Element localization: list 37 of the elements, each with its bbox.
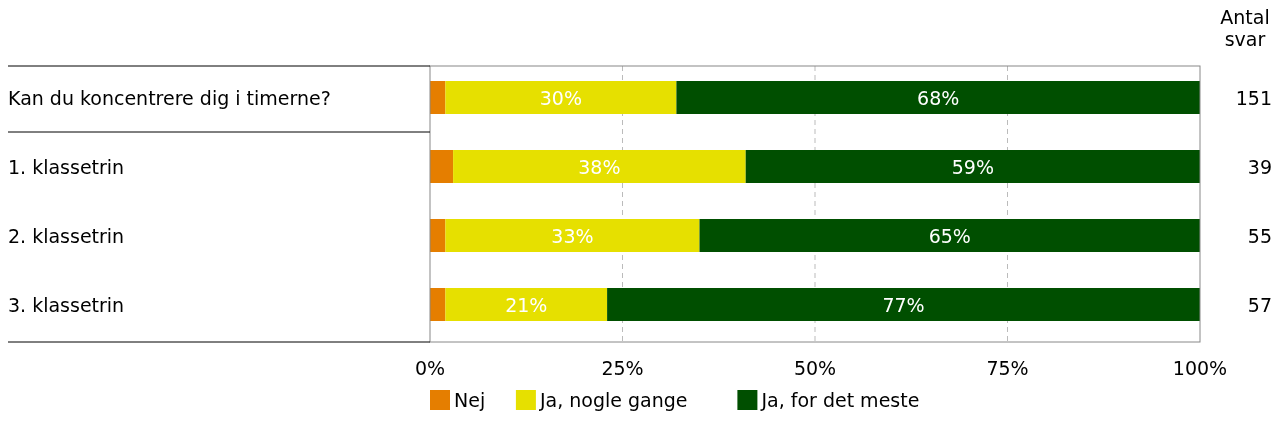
y-tick-label: 3. klassetrin: [8, 293, 125, 316]
bar: [445, 81, 677, 114]
bar: [430, 81, 446, 114]
bar: [676, 81, 1200, 114]
text: Antal svar: [1220, 6, 1270, 50]
bar: [453, 150, 746, 183]
bar: [699, 219, 1200, 252]
text: 151: [1235, 86, 1272, 109]
bar: [445, 219, 700, 252]
data-label: 68%: [917, 86, 960, 109]
x-tick-label: 100%: [1172, 357, 1228, 379]
y-tick-label: 2. klassetrin: [8, 224, 125, 247]
data-label: 38%: [578, 155, 621, 178]
bar: [745, 150, 1200, 183]
x-tick-label: 75%: [986, 357, 1029, 379]
data-label: 65%: [928, 224, 971, 247]
x-tick-label: 50%: [793, 357, 837, 379]
bar: [430, 288, 446, 321]
text: 39: [1247, 155, 1272, 178]
bar: [607, 288, 1200, 321]
text: 57: [1247, 293, 1272, 316]
data-label: 59%: [951, 155, 994, 178]
y-tick-label: Kan du koncentrere dig i timerne?: [8, 86, 331, 109]
y-tick-label: 1. klassetrin: [8, 155, 125, 178]
text: 55: [1247, 224, 1272, 247]
x-tick-label: 25%: [601, 357, 644, 379]
data-label: 21%: [505, 293, 548, 316]
bar: [430, 150, 454, 183]
data-label: 77%: [882, 293, 925, 316]
data-label: 33%: [551, 224, 594, 247]
bar: [430, 219, 446, 252]
legend-label: Ja, for det meste: [760, 389, 920, 411]
x-tick-label: 0%: [414, 357, 446, 379]
legend-label: Nej: [454, 389, 486, 411]
bar: [445, 288, 608, 321]
data-label: 30%: [539, 86, 583, 109]
legend-label: Ja, nogle gange: [538, 389, 688, 411]
